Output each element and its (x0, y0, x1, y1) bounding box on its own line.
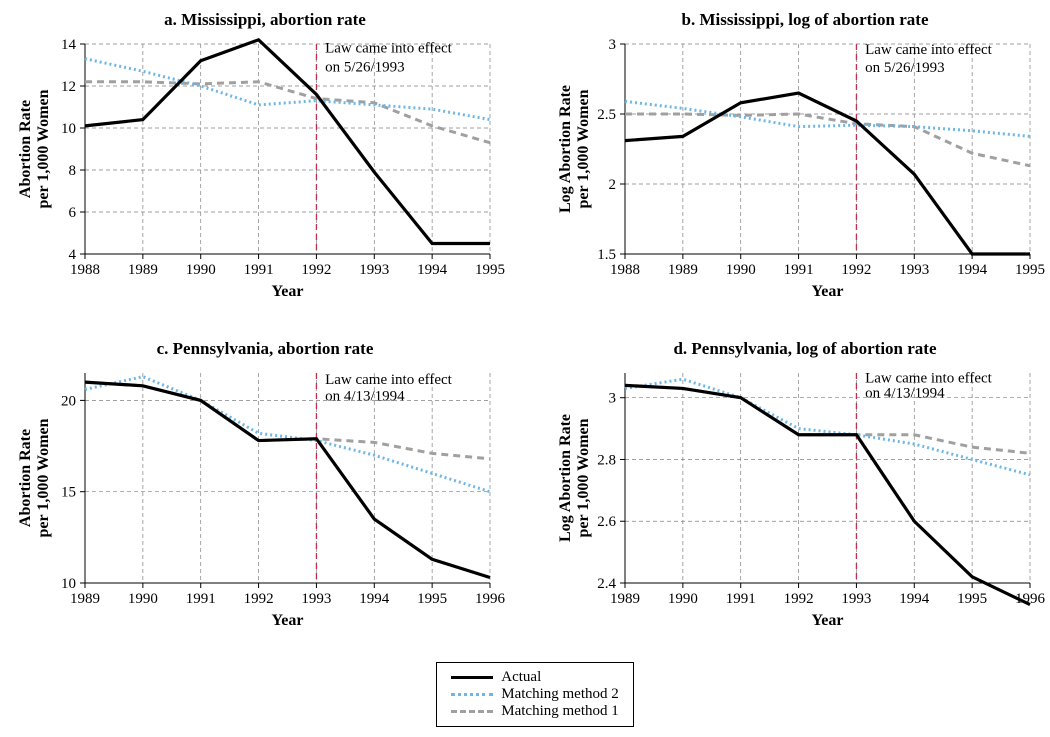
svg-text:1994: 1994 (359, 591, 390, 607)
legend-method1: Matching method 1 (451, 703, 618, 720)
svg-text:15: 15 (61, 485, 76, 501)
panel-a: a. Mississippi, abortion rate 1988198919… (10, 10, 520, 319)
legend-actual: Actual (451, 669, 618, 686)
svg-text:10: 10 (61, 121, 76, 137)
svg-text:1990: 1990 (668, 591, 698, 607)
legend: Actual Matching method 2 Matching method… (436, 662, 633, 727)
svg-text:3: 3 (609, 391, 617, 407)
panel-title-c: c. Pennsylvania, abortion rate (10, 339, 520, 359)
svg-text:per 1,000 Women: per 1,000 Women (35, 89, 52, 208)
svg-text:4: 4 (69, 247, 77, 263)
svg-text:1995: 1995 (957, 591, 987, 607)
legend-swatch-method2 (451, 693, 493, 696)
panel-svg-c: 1989 1990 1991 1992 1993 1994 1995 1996 10 15 20 La… (10, 363, 520, 648)
svg-text:on 4/13/1994: on 4/13/1994 (865, 386, 945, 402)
panel-svg-a: 1988 1989 1990 1991 1992 1993 1994 1995 4 6 8 10 12 1… (10, 34, 520, 319)
svg-text:on 4/13/1994: on 4/13/1994 (325, 388, 405, 404)
legend-method2: Matching method 2 (451, 686, 618, 703)
panel-b: b. Mississippi, log of abortion rate 198… (550, 10, 1050, 319)
svg-text:Law came into effect: Law came into effect (865, 42, 993, 58)
svg-text:8: 8 (69, 163, 77, 179)
svg-text:1992: 1992 (784, 591, 814, 607)
svg-text:Abortion Rate: Abortion Rate (17, 100, 34, 198)
svg-text:2: 2 (609, 177, 617, 193)
svg-text:1995: 1995 (417, 591, 447, 607)
svg-text:1992: 1992 (841, 262, 871, 278)
svg-text:per 1,000 Women: per 1,000 Women (575, 418, 592, 537)
panel-title-d: d. Pennsylvania, log of abortion rate (550, 339, 1050, 359)
svg-text:2.6: 2.6 (597, 514, 616, 530)
svg-text:on 5/26/1993: on 5/26/1993 (865, 60, 945, 76)
svg-text:6: 6 (69, 205, 77, 221)
legend-label-actual: Actual (501, 669, 541, 686)
svg-text:10: 10 (61, 576, 76, 592)
svg-text:Law came into effect: Law came into effect (865, 370, 993, 386)
svg-text:per 1,000 Women: per 1,000 Women (35, 418, 52, 537)
chart-grid: a. Mississippi, abortion rate 1988198919… (10, 10, 1050, 648)
svg-text:per 1,000 Women: per 1,000 Women (575, 89, 592, 208)
svg-text:1991: 1991 (244, 262, 274, 278)
svg-text:1.5: 1.5 (597, 247, 616, 263)
svg-text:Log Abortion Rate: Log Abortion Rate (557, 414, 574, 542)
svg-text:1995: 1995 (1015, 262, 1045, 278)
svg-text:1993: 1993 (841, 591, 871, 607)
svg-text:1988: 1988 (610, 262, 640, 278)
svg-text:Year: Year (272, 612, 304, 629)
panel-title-b: b. Mississippi, log of abortion rate (550, 10, 1050, 30)
svg-text:1989: 1989 (70, 591, 100, 607)
svg-text:1996: 1996 (475, 591, 505, 607)
svg-text:1990: 1990 (726, 262, 756, 278)
svg-text:1989: 1989 (128, 262, 158, 278)
svg-text:14: 14 (61, 37, 77, 53)
panel-title-a: a. Mississippi, abortion rate (10, 10, 520, 30)
svg-text:20: 20 (61, 393, 76, 409)
svg-text:1993: 1993 (899, 262, 929, 278)
svg-text:1994: 1994 (417, 262, 448, 278)
svg-text:1992: 1992 (301, 262, 331, 278)
svg-text:1991: 1991 (784, 262, 814, 278)
legend-swatch-method1 (451, 710, 493, 713)
svg-text:1990: 1990 (186, 262, 216, 278)
svg-text:3: 3 (609, 37, 617, 53)
svg-text:1989: 1989 (668, 262, 698, 278)
svg-text:2.4: 2.4 (597, 576, 616, 592)
svg-text:1993: 1993 (301, 591, 331, 607)
svg-text:Year: Year (272, 283, 304, 300)
legend-label-method1: Matching method 1 (501, 703, 618, 720)
svg-text:Law came into effect: Law came into effect (325, 372, 453, 388)
panel-c: c. Pennsylvania, abortion rate 198919901… (10, 339, 520, 648)
svg-text:Abortion Rate: Abortion Rate (17, 429, 34, 527)
svg-text:1995: 1995 (475, 262, 505, 278)
svg-text:1990: 1990 (128, 591, 158, 607)
svg-text:2.5: 2.5 (597, 107, 616, 123)
svg-text:1994: 1994 (899, 591, 930, 607)
svg-text:2.8: 2.8 (597, 452, 616, 468)
svg-text:Log Abortion Rate: Log Abortion Rate (557, 85, 574, 213)
svg-text:Law came into effect: Law came into effect (325, 40, 453, 56)
svg-text:1992: 1992 (244, 591, 274, 607)
svg-text:1994: 1994 (957, 262, 988, 278)
legend-swatch-actual (451, 676, 493, 679)
svg-text:1993: 1993 (359, 262, 389, 278)
svg-text:1989: 1989 (610, 591, 640, 607)
panel-svg-b: 1988 1989 1990 1991 1992 1993 1994 1995 1.5 2 2.5 3… (550, 34, 1050, 319)
legend-label-method2: Matching method 2 (501, 686, 618, 703)
svg-text:on 5/26/1993: on 5/26/1993 (325, 59, 405, 75)
panel-d: d. Pennsylvania, log of abortion rate 19… (550, 339, 1050, 648)
svg-text:Year: Year (812, 612, 844, 629)
svg-text:Year: Year (812, 283, 844, 300)
svg-text:1988: 1988 (70, 262, 100, 278)
svg-text:12: 12 (61, 79, 76, 95)
panel-svg-d: 198919901991199219931994199519962.42.62.… (550, 363, 1050, 648)
svg-text:1991: 1991 (726, 591, 756, 607)
svg-text:1991: 1991 (186, 591, 216, 607)
